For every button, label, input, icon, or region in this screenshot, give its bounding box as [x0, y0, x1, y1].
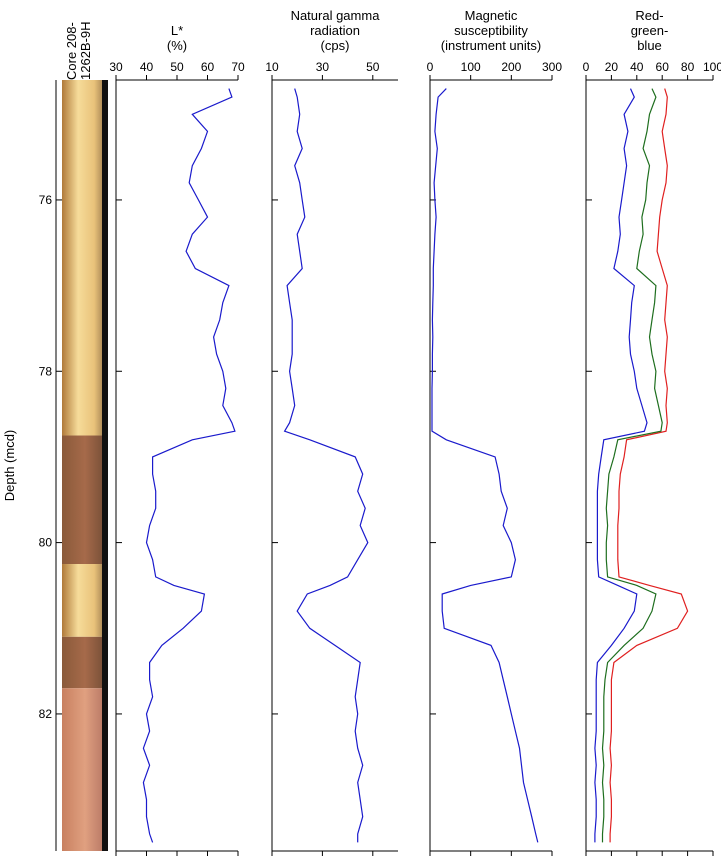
x-tick-label: 20: [605, 60, 619, 74]
panel-title: (cps): [321, 38, 350, 53]
x-tick-label: 50: [170, 60, 184, 74]
series-line-main: [431, 88, 539, 843]
series-line-main: [142, 88, 236, 843]
x-tick-label: 80: [681, 60, 695, 74]
panel-title: (instrument units): [441, 38, 541, 53]
panel-title: Natural gamma: [291, 8, 381, 23]
x-tick-label: 50: [366, 60, 380, 74]
panel-title: (%): [167, 38, 187, 53]
panel-title: radiation: [310, 23, 360, 38]
panel-title: blue: [637, 38, 662, 53]
series-line-main: [283, 88, 369, 843]
panel-title: green-: [631, 23, 669, 38]
series-line-red: [609, 88, 689, 843]
x-tick-label: 200: [501, 60, 521, 74]
series-line-blue: [594, 88, 648, 843]
depth-tick-label: 76: [39, 193, 53, 207]
x-tick-label: 70: [231, 60, 245, 74]
panel-title: susceptibility: [454, 23, 528, 38]
panel-title: Red-: [635, 8, 663, 23]
x-tick-label: 100: [703, 60, 721, 74]
depth-axis-title: Depth (mcd): [2, 430, 17, 502]
core-edge: [102, 80, 108, 851]
x-tick-label: 30: [316, 60, 330, 74]
core-segment: [62, 435, 108, 565]
core-segment: [62, 564, 108, 637]
depth-tick-label: 82: [39, 707, 53, 721]
core-label: Core 208-: [64, 22, 79, 80]
x-tick-label: 0: [583, 60, 590, 74]
panel-title: L*: [171, 23, 183, 38]
x-tick-label: 60: [201, 60, 215, 74]
series-line-green: [601, 88, 663, 843]
x-tick-label: 0: [427, 60, 434, 74]
core-segment: [62, 636, 108, 689]
depth-tick-label: 80: [39, 536, 53, 550]
core-segment: [62, 688, 108, 851]
x-tick-label: 60: [656, 60, 670, 74]
x-tick-label: 100: [461, 60, 481, 74]
x-tick-label: 40: [140, 60, 154, 74]
depth-tick-label: 78: [39, 364, 53, 378]
core-photo: [62, 80, 108, 851]
x-tick-label: 10: [265, 60, 279, 74]
core-label: 1262B-9H: [78, 21, 93, 80]
x-tick-label: 40: [630, 60, 644, 74]
panel-title: Magnetic: [465, 8, 518, 23]
x-tick-label: 30: [109, 60, 123, 74]
x-tick-label: 300: [542, 60, 562, 74]
core-segment: [62, 80, 108, 436]
